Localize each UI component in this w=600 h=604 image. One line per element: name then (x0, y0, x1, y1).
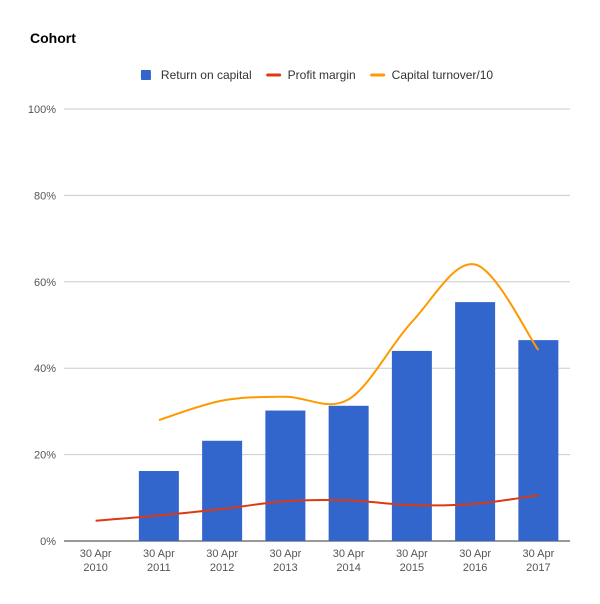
x-tick-label-line: 30 Apr (522, 548, 554, 560)
x-tick-label-line: 30 Apr (396, 548, 428, 560)
x-tick-label-line: 2012 (210, 562, 234, 574)
y-tick-label: 100% (28, 104, 56, 116)
x-tick-label: 30 Apr 2017 (522, 548, 554, 574)
x-tick-label: 30 Apr 2016 (459, 548, 491, 574)
legend-label: Capital turnover/10 (392, 68, 494, 82)
y-tick-label: 60% (34, 277, 56, 289)
x-tick-label-line: 30 Apr (333, 548, 365, 560)
x-tick-label: 30 Apr 2011 (143, 548, 175, 574)
x-tick-label-line: 30 Apr (80, 548, 112, 560)
x-tick-label: 30 Apr 2014 (333, 548, 365, 574)
x-tick-label: 30 Apr 2013 (269, 548, 301, 574)
y-tick-label: 0% (40, 536, 56, 548)
x-tick-label-line: 2017 (526, 562, 550, 574)
x-tick-label: 30 Apr 2012 (206, 548, 238, 574)
y-tick-label: 40% (34, 363, 56, 375)
x-tick-label-line: 30 Apr (459, 548, 491, 560)
chart-title: Cohort (30, 30, 76, 46)
legend-swatch (140, 70, 151, 80)
x-tick-label-line: 2010 (83, 562, 107, 574)
y-tick-label: 20% (34, 450, 56, 462)
bar (138, 471, 179, 541)
x-tick-label-line: 30 Apr (143, 548, 175, 560)
bar-series (138, 302, 559, 541)
x-tick-label-line: 2014 (336, 562, 360, 574)
x-tick-label-line: 30 Apr (269, 548, 301, 560)
y-tick-label: 80% (34, 190, 56, 202)
legend-label: Profit margin (288, 68, 356, 82)
bar (202, 440, 243, 541)
x-tick-label-line: 30 Apr (206, 548, 238, 560)
x-tick-label: 30 Apr 2015 (396, 548, 428, 574)
bar (265, 410, 306, 541)
x-tick-label: 30 Apr 2010 (80, 548, 112, 574)
x-tick-label-line: 2013 (273, 562, 297, 574)
line-series (95, 263, 540, 522)
x-tick-label-line: 2011 (147, 562, 171, 574)
bar (455, 302, 496, 541)
bar (518, 340, 559, 541)
x-tick-label-line: 2015 (400, 562, 424, 574)
bar (328, 405, 369, 541)
series-line (95, 494, 539, 522)
legend-label: Return on capital (161, 68, 252, 82)
series-line (158, 263, 540, 421)
legend: Return on capital Profit margin Capital tu… (140, 68, 494, 82)
bar (391, 350, 432, 541)
x-tick-label-line: 2016 (463, 562, 487, 574)
